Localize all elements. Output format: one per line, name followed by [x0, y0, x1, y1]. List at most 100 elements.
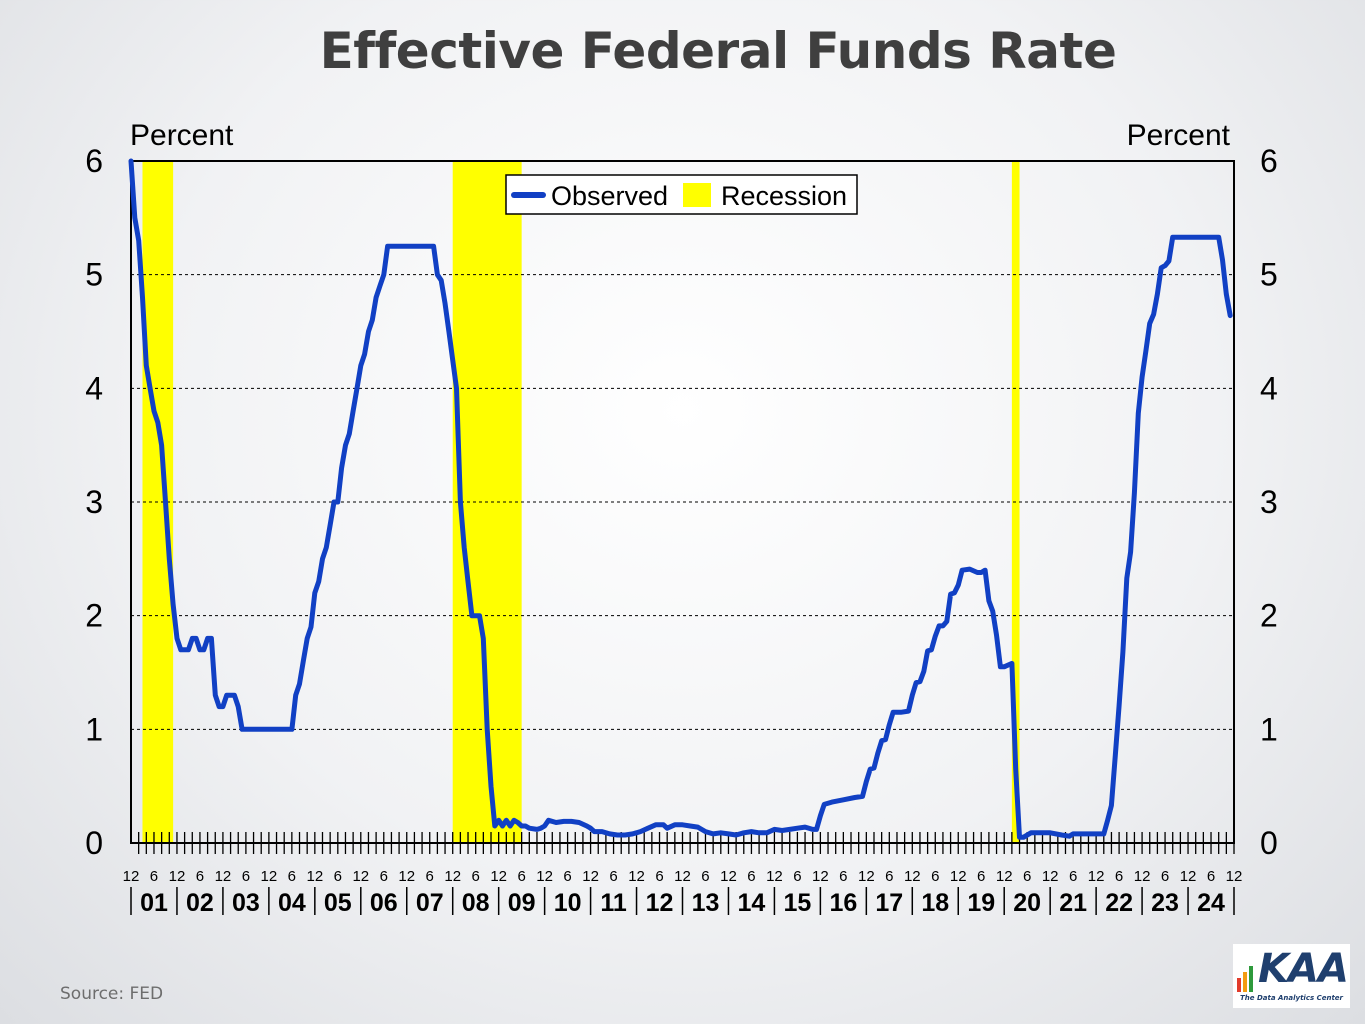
x-year-label: 04: [278, 889, 306, 917]
x-month-label: 12: [1226, 868, 1243, 885]
y-tick-label-right: 4: [1260, 370, 1278, 406]
x-month-label: 12: [398, 868, 415, 885]
x-month-label: 12: [1134, 868, 1151, 885]
x-year-label: 21: [1059, 889, 1087, 917]
x-year-label: 16: [829, 889, 857, 917]
left-axis-title: Percent: [130, 119, 234, 152]
x-year-label: 05: [324, 889, 352, 917]
y-tick-label-left: 1: [85, 711, 103, 747]
x-year-label: 15: [783, 889, 811, 917]
x-month-label: 6: [747, 868, 755, 885]
x-month-label: 12: [904, 868, 921, 885]
x-month-label: 6: [242, 868, 250, 885]
x-month-label: 12: [215, 868, 232, 885]
series-layer: [128, 158, 1233, 840]
x-month-label: 12: [628, 868, 645, 885]
x-year-label: 08: [462, 889, 490, 917]
legend: Observed Recession: [505, 174, 858, 215]
x-year-label: 18: [921, 889, 949, 917]
x-month-label: 6: [426, 868, 434, 885]
x-year-label: 12: [646, 889, 674, 917]
x-month-label: 12: [123, 868, 140, 885]
x-month-label: 12: [720, 868, 737, 885]
x-year-label: 06: [370, 889, 398, 917]
x-month-label: 12: [674, 868, 691, 885]
x-month-label: 12: [490, 868, 507, 885]
x-axis-labels: 12 6 12 6 12 6 12 6 12 6 12 6 12 6 12 6 12 6 12 6 12 6 12 6 12 6 1…: [123, 868, 1243, 917]
x-month-label: 6: [793, 868, 801, 885]
x-month-label: 6: [655, 868, 663, 885]
x-year-label: 20: [1013, 889, 1041, 917]
x-month-label: 12: [1180, 868, 1197, 885]
x-month-label: 6: [1161, 868, 1169, 885]
x-month-label: 12: [261, 868, 278, 885]
x-month-label: 6: [1069, 868, 1077, 885]
x-month-label: 12: [306, 868, 323, 885]
x-month-label: 6: [334, 868, 342, 885]
x-month-label: 12: [536, 868, 553, 885]
y-tick-label-left: 3: [85, 484, 103, 520]
right-axis-title: Percent: [1127, 119, 1231, 152]
y-tick-label-right: 6: [1260, 143, 1278, 179]
logo-bars-icon: [1237, 966, 1253, 992]
x-year-label: 07: [416, 889, 444, 917]
x-month-label: 12: [950, 868, 967, 885]
y-axis-labels: 0 0 1 1 2 2 3 3 4 4 5 5 6 6: [85, 143, 1278, 861]
x-month-label: 12: [858, 868, 875, 885]
y-tick-label-right: 2: [1260, 598, 1278, 634]
x-month-label: 6: [977, 868, 985, 885]
x-month-label: 12: [812, 868, 829, 885]
y-tick-label-left: 4: [85, 370, 103, 406]
chart-title: Effective Federal Funds Rate: [319, 22, 1117, 80]
x-month-label: 6: [517, 868, 525, 885]
y-tick-label-left: 2: [85, 598, 103, 634]
x-month-label: 12: [766, 868, 783, 885]
y-tick-label-right: 1: [1260, 711, 1278, 747]
x-month-label: 6: [839, 868, 847, 885]
x-month-label: 12: [444, 868, 461, 885]
y-tick-label-right: 0: [1260, 825, 1278, 861]
x-month-label: 6: [931, 868, 939, 885]
x-month-label: 12: [1042, 868, 1059, 885]
y-tick-label-left: 0: [85, 825, 103, 861]
x-month-label: 6: [1207, 868, 1215, 885]
x-month-label: 6: [1023, 868, 1031, 885]
x-month-label: 6: [196, 868, 204, 885]
x-year-label: 09: [508, 889, 536, 917]
x-month-label: 6: [150, 868, 158, 885]
x-year-label: 14: [738, 889, 766, 917]
x-year-label: 22: [1105, 889, 1133, 917]
x-year-label: 17: [875, 889, 903, 917]
grid-lines: [131, 274, 1234, 730]
x-month-label: 6: [701, 868, 709, 885]
x-year-label: 11: [600, 889, 627, 917]
x-month-label: 12: [1088, 868, 1105, 885]
x-year-label: 02: [186, 889, 214, 917]
x-year-label: 13: [692, 889, 720, 917]
source-note: Source: FED: [60, 984, 164, 1004]
y-tick-label-right: 3: [1260, 484, 1278, 520]
series-line-observed: [128, 158, 1233, 840]
x-month-label: 12: [582, 868, 599, 885]
kaa-logo: KAA The Data Analytics Center: [1233, 944, 1350, 1008]
logo-wordmark: KAA: [1258, 946, 1349, 992]
x-month-label: 6: [380, 868, 388, 885]
x-year-label: 10: [554, 889, 582, 917]
x-month-label: 6: [288, 868, 296, 885]
x-month-label: 12: [352, 868, 369, 885]
legend-box: [505, 174, 858, 215]
logo-tagline: The Data Analytics Center: [1240, 994, 1343, 1002]
y-tick-label-left: 6: [85, 143, 103, 179]
legend-observed-label: Observed: [551, 181, 668, 211]
x-month-label: 6: [563, 868, 571, 885]
x-year-label: 01: [140, 889, 168, 917]
x-year-label: 24: [1197, 889, 1225, 917]
y-tick-label-left: 5: [85, 257, 103, 293]
x-month-label: 6: [609, 868, 617, 885]
x-year-label: 19: [967, 889, 995, 917]
x-year-label: 23: [1151, 889, 1179, 917]
legend-recession-label: Recession: [721, 181, 847, 211]
x-month-label: 12: [996, 868, 1013, 885]
x-month-label: 12: [169, 868, 186, 885]
